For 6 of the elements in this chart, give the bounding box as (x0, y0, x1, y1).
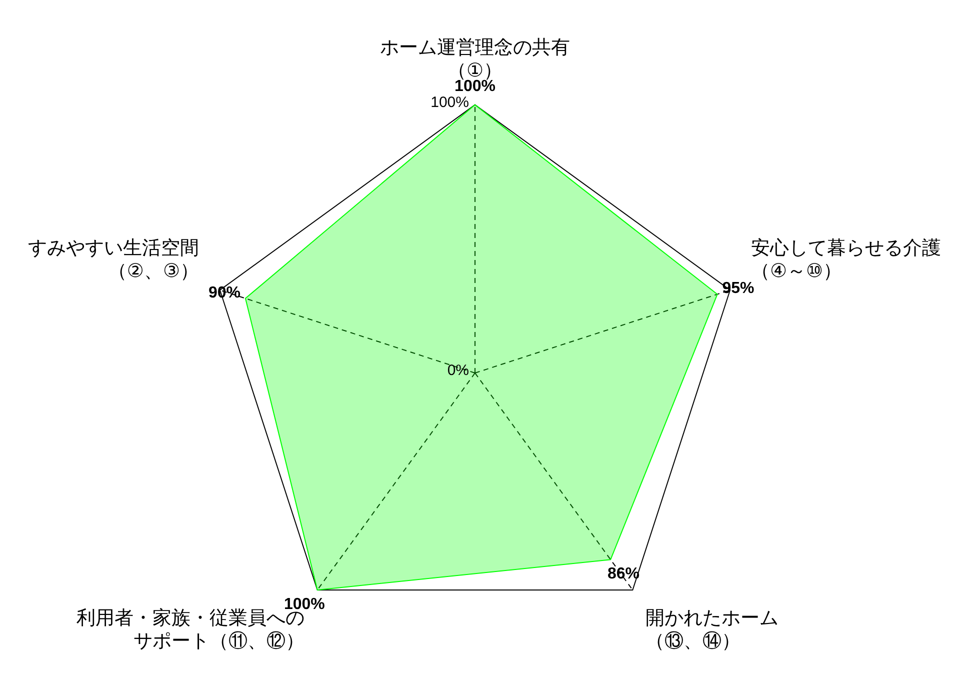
spoke-label: 安心して暮らせる介護（④～⑩） (751, 237, 941, 282)
data-label: 100% (284, 596, 325, 613)
spoke-label: すみやすい生活空間（②、③） (28, 237, 199, 282)
data-label: 100% (454, 78, 496, 96)
y-tick-label: 0% (447, 362, 469, 380)
spoke-label: 開かれたホーム（⑬、⑭） (646, 607, 779, 652)
